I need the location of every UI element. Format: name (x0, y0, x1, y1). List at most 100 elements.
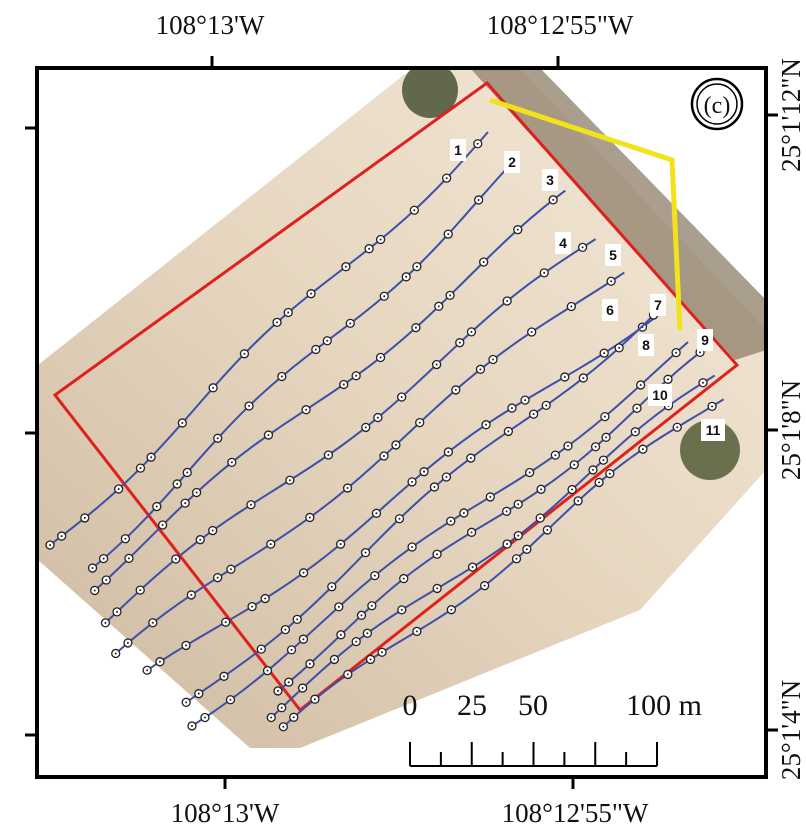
survey-point-center (375, 512, 377, 514)
survey-point-center (281, 707, 283, 709)
survey-point-center (642, 448, 644, 450)
scale-label: 50 (518, 689, 548, 722)
survey-point-center (436, 553, 438, 555)
survey-point-center (483, 261, 485, 263)
survey-point-center (217, 577, 219, 579)
survey-point-center (175, 558, 177, 560)
survey-point-center (243, 353, 245, 355)
survey-point-center (602, 459, 604, 461)
survey-point-center (270, 543, 272, 545)
survey-point-center (577, 500, 579, 502)
bottom-label: 108°12'55"W (502, 798, 649, 828)
survey-point-center (185, 701, 187, 703)
survey-point-center (293, 716, 295, 718)
survey-point-center (302, 638, 304, 640)
survey-point-center (383, 295, 385, 297)
survey-point-center (539, 517, 541, 519)
survey-point-center (159, 661, 161, 663)
survey-point-center (636, 407, 638, 409)
survey-point-center (349, 322, 351, 324)
survey-point-center (506, 510, 508, 512)
scale-label: 0 (403, 689, 418, 722)
survey-point-center (139, 589, 141, 591)
survey-point-center (277, 690, 279, 692)
survey-point-center (564, 376, 566, 378)
survey-point-center (640, 384, 642, 386)
transect-label: 10 (652, 387, 668, 403)
survey-point-center (366, 632, 368, 634)
survey-point-center (477, 143, 479, 145)
survey-point-center (413, 209, 415, 211)
survey-point-center (284, 629, 286, 631)
survey-point-center (592, 469, 594, 471)
survey-point-center (199, 539, 201, 541)
bottom-label: 108°13'W (171, 798, 280, 828)
survey-point-center (315, 348, 317, 350)
survey-point-center (281, 375, 283, 377)
survey-point-center (340, 634, 342, 636)
survey-point-center (347, 487, 349, 489)
scale-bar: 0 25 50 100 m (403, 689, 703, 766)
survey-point-center (127, 642, 129, 644)
survey-point-center (436, 587, 438, 589)
survey-point-center (531, 331, 533, 333)
survey-point-center (156, 506, 158, 508)
survey-point-center (139, 467, 141, 469)
survey-point-center (433, 486, 435, 488)
survey-point-center (282, 726, 284, 728)
survey-point-center (450, 609, 452, 611)
survey-point-center (186, 471, 188, 473)
survey-point-center (251, 606, 253, 608)
survey-point-center (217, 437, 219, 439)
survey-point-center (276, 321, 278, 323)
survey-point-center (345, 266, 347, 268)
survey-point-center (401, 609, 403, 611)
survey-point-center (230, 568, 232, 570)
survey-point-center (634, 431, 636, 433)
survey-point-center (447, 451, 449, 453)
survey-point-center (506, 300, 508, 302)
survey-point-center (92, 567, 94, 569)
survey-point-center (415, 327, 417, 329)
survey-point-center (552, 199, 554, 201)
survey-point-center (447, 233, 449, 235)
survey-point-center (61, 535, 63, 537)
panel-label: (c) (704, 93, 731, 119)
survey-point-center (463, 512, 465, 514)
survey-point-center (604, 416, 606, 418)
survey-point-center (260, 648, 262, 650)
survey-point-center (571, 489, 573, 491)
survey-point-center (526, 548, 528, 550)
survey-point-center (517, 503, 519, 505)
survey-point-center (305, 409, 307, 411)
survey-point-center (459, 342, 461, 344)
survey-point-center (423, 471, 425, 473)
survey-point-center (450, 520, 452, 522)
survey-point-center (204, 716, 206, 718)
survey-point-center (84, 517, 86, 519)
survey-point-center (223, 675, 225, 677)
scale-label: 100 m (626, 689, 702, 722)
survey-point-center (582, 377, 584, 379)
survey-point-center (267, 434, 269, 436)
survey-point-center (181, 422, 183, 424)
survey-point-center (185, 644, 187, 646)
survey-point-center (675, 352, 677, 354)
survey-point-center (567, 445, 569, 447)
survey-point-center (302, 687, 304, 689)
survey-point-center (411, 546, 413, 548)
transect-label: 6 (606, 302, 614, 318)
survey-point-center (105, 579, 107, 581)
survey-point-center (162, 524, 164, 526)
survey-point-center (368, 248, 370, 250)
survey-point-center (371, 605, 373, 607)
survey-point-center (533, 413, 535, 415)
survey-point-center (546, 529, 548, 531)
transect-label: 7 (654, 297, 662, 313)
transect-label: 9 (701, 332, 709, 348)
survey-point-center (296, 618, 298, 620)
survey-point-center (524, 399, 526, 401)
survey-point-center (436, 364, 438, 366)
survey-point-center (411, 481, 413, 483)
top-label: 108°12'55"W (487, 10, 634, 40)
